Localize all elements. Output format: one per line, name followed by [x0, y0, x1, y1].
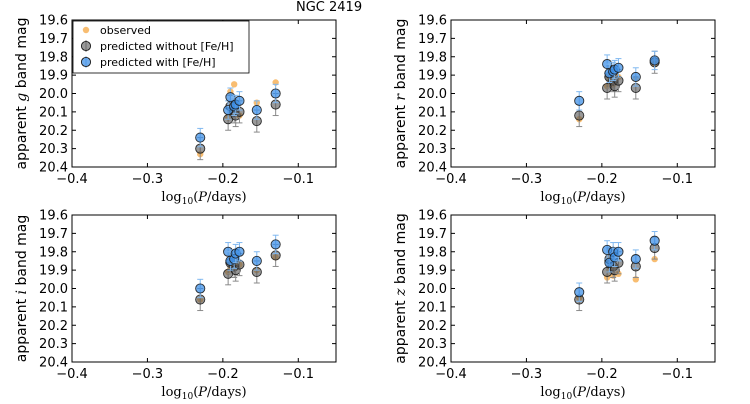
data-point-with-feh: [195, 132, 206, 143]
legend-label-3: predicted with [Fe/H]: [100, 56, 216, 69]
y-tick-label: 20.4: [39, 161, 68, 176]
x-tick-label: −0.2: [207, 172, 239, 187]
y-tick-label: 20.1: [39, 105, 68, 120]
data-point-with-feh: [270, 239, 281, 250]
x-axis-label: log10(P/days): [161, 190, 246, 207]
y-tick-label: 19.8: [418, 245, 447, 260]
x-tick-label: −0.2: [586, 367, 618, 382]
y-tick-label: 20.0: [418, 87, 447, 102]
data-point-with-feh: [251, 255, 262, 266]
panel-4: −0.4 −0.3 −0.2 −0.1 19.6 19.7 19.8 19.9 20.0 20.1…: [393, 209, 716, 402]
y-tick-label: 19.8: [418, 50, 447, 65]
y-axis-label: apparent r band mag: [393, 19, 409, 169]
y-tick-label: 20.2: [39, 319, 68, 334]
data-point-with-feh: [649, 235, 660, 246]
panel-3: −0.4 −0.3 −0.2 −0.1 19.6 19.7 19.8 19.9 20.0 20.1…: [14, 209, 337, 402]
panel-2: −0.4 −0.3 −0.2 −0.1 19.6 19.7 19.8 19.9 20.0 20.1…: [393, 14, 716, 207]
y-axis-label: apparent g band mag: [14, 17, 30, 169]
x-tick-label: −0.2: [586, 172, 618, 187]
x-tick-label: −0.4: [56, 367, 88, 382]
y-tick-label: 20.3: [418, 337, 447, 352]
data-point-with-feh: [613, 62, 624, 73]
y-tick-label: 20.4: [418, 356, 447, 371]
y-axis-label: apparent z band mag: [393, 213, 409, 363]
y-tick-label: 19.6: [418, 209, 447, 224]
data-point-with-feh: [251, 104, 262, 116]
y-tick-label: 19.9: [39, 69, 68, 84]
x-tick-label: −0.3: [511, 172, 543, 187]
y-tick-label: 20.3: [418, 142, 447, 157]
y-tick-label: 20.2: [418, 124, 447, 139]
y-tick-label: 20.0: [39, 87, 68, 102]
y-tick-label: 20.1: [39, 300, 68, 315]
figure-title: NGC 2419: [296, 0, 363, 15]
panel-1: −0.4 −0.3 −0.2 −0.1 19.6 19.7 19.8 19.9 20.0 20.1…: [14, 14, 337, 207]
x-tick-label: −0.1: [661, 172, 693, 187]
x-tick-label: −0.2: [207, 367, 239, 382]
x-tick-label: −0.4: [56, 172, 88, 187]
y-tick-label: 20.3: [39, 337, 68, 352]
data-point-with-feh: [649, 55, 660, 66]
legend-box: [72, 20, 250, 74]
y-tick-label: 19.9: [418, 69, 447, 84]
y-tick-label: 19.7: [39, 227, 68, 242]
data-point-without-feh: [574, 110, 585, 121]
x-axis-label: log10(P/days): [540, 385, 625, 400]
x-tick-label: −0.4: [435, 172, 467, 187]
axes-frame: [450, 214, 716, 363]
y-tick-label: 19.7: [418, 32, 447, 47]
data-point-with-feh: [195, 283, 206, 294]
data-point-with-feh: [574, 95, 585, 106]
y-tick-label: 19.7: [418, 227, 447, 242]
y-tick-label: 19.6: [418, 14, 447, 29]
y-tick-label: 20.0: [418, 282, 447, 297]
axes-frame: [450, 19, 716, 168]
data-point-with-feh: [613, 246, 624, 257]
legend-marker-2: [80, 40, 92, 52]
y-tick-label: 20.4: [39, 356, 68, 371]
y-tick-label: 20.2: [39, 124, 68, 139]
y-tick-label: 19.7: [39, 32, 68, 47]
y-tick-label: 19.9: [418, 264, 447, 279]
y-tick-label: 20.3: [39, 142, 68, 157]
x-tick-label: −0.1: [661, 367, 693, 382]
y-tick-label: 20.2: [418, 319, 447, 334]
data-point-with-feh: [234, 95, 245, 106]
y-tick-label: 19.6: [39, 209, 68, 224]
legend-marker-3: [80, 56, 92, 68]
data-point-observed: [230, 81, 238, 88]
y-tick-label: 20.4: [418, 161, 447, 176]
x-axis-label: log10(P/days): [161, 385, 246, 400]
legend-label-2: predicted without [Fe/H]: [100, 40, 234, 53]
data-point-with-feh: [234, 246, 245, 257]
x-axis-label: log10(P/days): [540, 190, 625, 207]
data-point-with-feh: [630, 71, 641, 83]
x-tick-label: −0.4: [435, 367, 467, 382]
legend-marker-1: [82, 26, 90, 34]
y-tick-label: 20.1: [418, 105, 447, 120]
x-tick-label: −0.3: [132, 367, 164, 382]
data-point-with-feh: [270, 88, 281, 99]
data-point-with-feh: [574, 287, 585, 298]
legend-label-1: observed: [100, 24, 151, 37]
x-tick-label: −0.1: [282, 367, 314, 382]
y-tick-label: 19.9: [39, 264, 68, 279]
x-tick-label: −0.3: [132, 172, 164, 187]
legend: observed predicted without [Fe/H] predicte…: [72, 20, 250, 74]
y-tick-label: 20.0: [39, 282, 68, 297]
y-tick-label: 20.1: [418, 300, 447, 315]
data-point-with-feh: [630, 254, 641, 265]
x-tick-label: −0.1: [282, 172, 314, 187]
y-axis-label: apparent i band mag: [14, 215, 30, 363]
y-tick-label: 19.8: [39, 50, 68, 65]
y-tick-label: 19.8: [39, 245, 68, 260]
y-tick-label: 19.6: [39, 14, 68, 29]
x-tick-label: −0.3: [511, 367, 543, 382]
